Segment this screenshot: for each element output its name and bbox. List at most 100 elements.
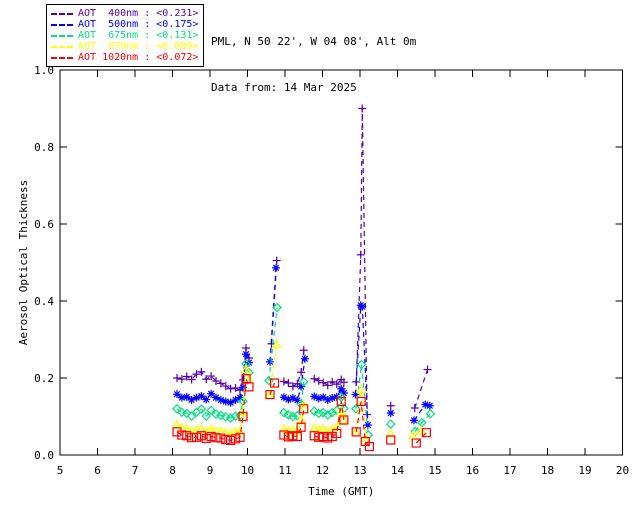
legend-label-400nm: AOT 400nm : <0.231> xyxy=(78,8,199,19)
square-marker xyxy=(411,438,421,448)
diamond-marker xyxy=(201,411,212,421)
triangle-marker xyxy=(240,364,252,374)
series-line xyxy=(355,401,370,447)
plus-marker xyxy=(207,372,216,381)
asterisk-marker xyxy=(337,384,346,393)
plus-marker xyxy=(386,401,395,410)
site-location-text: PML, N 50 22', W 04 08', Alt 0m xyxy=(211,35,417,48)
y-tick-label: 1.0 xyxy=(34,64,54,77)
diamond-marker xyxy=(230,411,241,421)
square-marker xyxy=(351,427,361,437)
plus-marker xyxy=(202,375,211,384)
square-marker xyxy=(309,431,319,441)
plus-marker xyxy=(288,382,297,391)
asterisk-marker xyxy=(319,393,328,402)
series-aot-500nm xyxy=(173,263,434,429)
series-line xyxy=(176,378,250,442)
plus-marker xyxy=(314,376,323,385)
legend-label-870nm: AOT 870nm : <0.089> xyxy=(78,41,199,52)
asterisk-marker xyxy=(279,393,288,402)
asterisk-marker xyxy=(212,393,220,402)
plus-marker xyxy=(319,378,328,387)
asterisk-marker xyxy=(173,390,181,399)
legend-item-400nm: AOT 400nm : <0.231> xyxy=(51,8,198,19)
dashed-line-sample-675nm xyxy=(51,34,73,37)
square-marker xyxy=(238,411,248,422)
diamond-marker xyxy=(181,408,192,419)
x-axis-ticks xyxy=(59,70,623,455)
plus-marker xyxy=(272,256,281,265)
series-line xyxy=(355,364,369,436)
dashed-line-sample-870nm xyxy=(51,45,73,48)
square-marker xyxy=(279,430,289,440)
legend-item-870nm: AOT 870nm : <0.089> xyxy=(51,41,198,52)
series-line xyxy=(269,267,277,362)
diamond-marker xyxy=(356,359,367,370)
triangle-marker xyxy=(271,339,282,349)
square-marker xyxy=(318,431,328,442)
dashed-line-sample-1020nm xyxy=(51,56,73,59)
asterisk-marker xyxy=(332,392,341,401)
asterisk-marker xyxy=(242,350,250,359)
series-line xyxy=(176,347,250,392)
plus-marker xyxy=(332,380,341,389)
x-tick-label: 20 xyxy=(616,464,629,477)
square-marker xyxy=(299,404,309,414)
asterisk-marker xyxy=(386,409,395,418)
square-marker xyxy=(172,427,182,437)
plus-marker xyxy=(187,375,196,384)
plus-marker xyxy=(279,377,288,386)
x-tick-label: 17 xyxy=(503,464,516,477)
plus-marker xyxy=(358,104,367,113)
series-line xyxy=(414,413,431,432)
asterisk-marker xyxy=(297,382,306,391)
asterisk-marker xyxy=(266,357,274,366)
asterisk-marker xyxy=(328,394,337,403)
diamond-marker xyxy=(318,407,329,418)
x-tick-label: 10 xyxy=(241,464,254,477)
plus-marker xyxy=(192,370,201,379)
asterisk-marker xyxy=(207,389,216,398)
series-line xyxy=(314,395,345,416)
plus-marker xyxy=(226,384,235,393)
square-marker xyxy=(196,431,206,441)
square-marker xyxy=(221,435,231,445)
triangle-marker xyxy=(338,414,349,424)
triangle-marker xyxy=(385,428,396,438)
asterisk-marker xyxy=(314,394,323,403)
series-line xyxy=(355,108,368,415)
plus-marker xyxy=(212,377,220,386)
plus-marker xyxy=(423,365,432,374)
square-marker xyxy=(182,431,192,441)
series-line xyxy=(314,378,345,387)
asterisk-marker xyxy=(293,396,302,405)
data-date-text: Data from: 14 Mar 2025 xyxy=(211,81,357,94)
asterisk-marker xyxy=(197,392,206,401)
diamond-marker xyxy=(351,403,361,414)
plus-marker xyxy=(173,374,181,382)
square-marker xyxy=(339,415,349,425)
diamond-marker xyxy=(327,407,338,418)
plus-marker xyxy=(328,377,337,386)
asterisk-marker xyxy=(192,393,201,402)
triangle-marker xyxy=(336,406,347,416)
square-marker xyxy=(323,433,333,443)
square-marker xyxy=(386,435,396,445)
diamond-marker xyxy=(172,403,182,414)
plus-marker xyxy=(231,384,240,393)
diamond-marker xyxy=(279,407,289,418)
plus-marker xyxy=(323,381,332,390)
plus-marker xyxy=(221,382,230,391)
plot-header: PML, N 50 22', W 04 08', Alt 0m Data fro… xyxy=(211,6,416,124)
asterisk-marker xyxy=(236,393,244,402)
y-tick-label: 0.2 xyxy=(34,372,54,385)
square-marker xyxy=(230,434,241,444)
series-line xyxy=(270,260,278,344)
square-marker xyxy=(177,430,187,440)
asterisk-marker xyxy=(363,420,372,429)
triangle-marker xyxy=(309,422,320,432)
x-tick-label: 9 xyxy=(207,464,214,477)
asterisk-marker xyxy=(239,383,247,392)
